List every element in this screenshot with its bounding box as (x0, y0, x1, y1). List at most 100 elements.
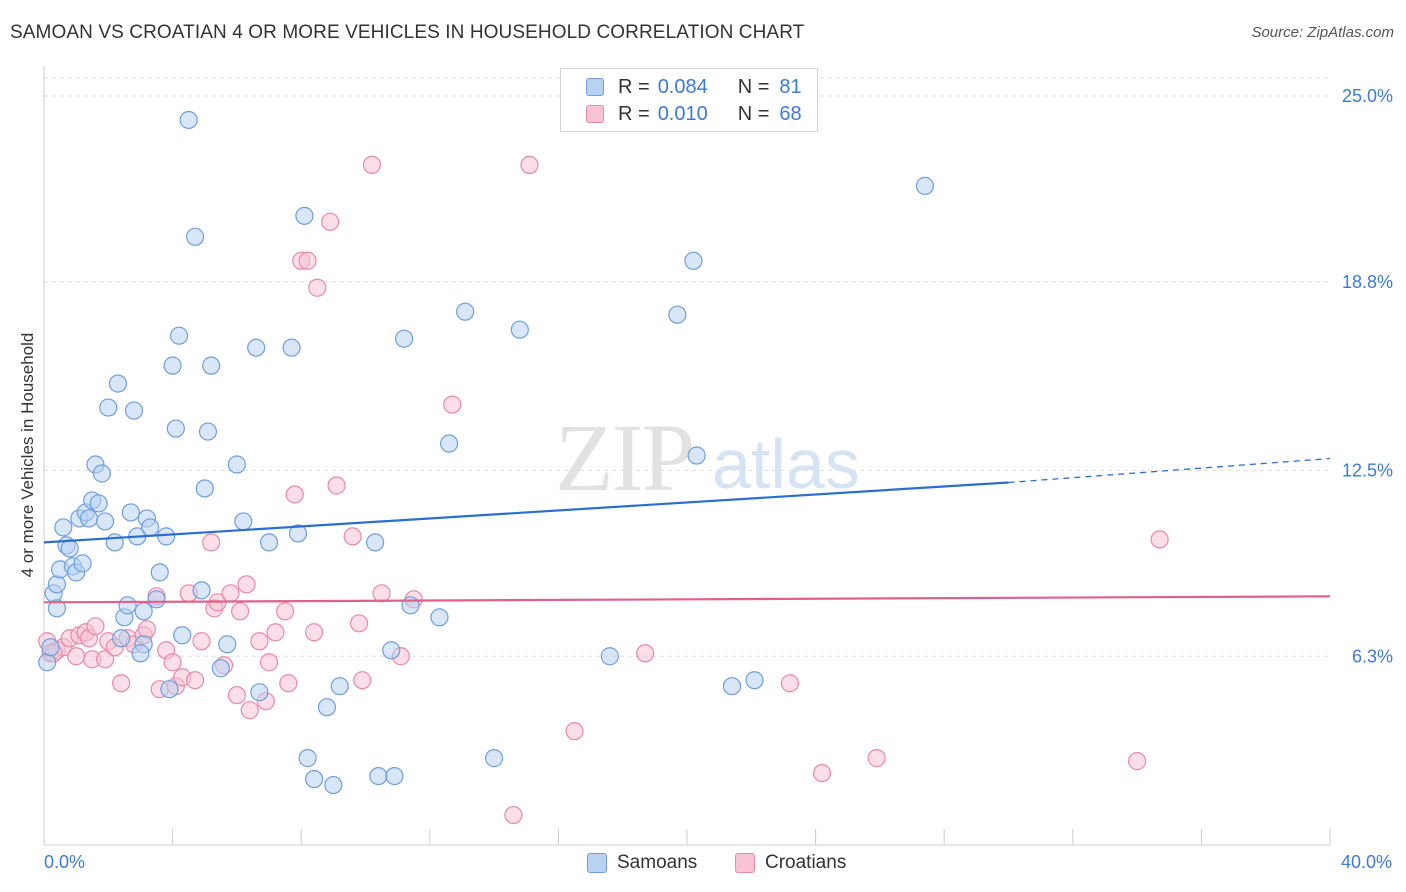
croatian-point (565, 722, 584, 741)
samoan-point (485, 749, 504, 768)
legend-item-samoans[interactable]: Samoans (587, 852, 697, 874)
legend-r-label: R = (618, 102, 650, 125)
samoan-point (330, 677, 349, 696)
croatian-point (279, 674, 298, 693)
croatian-points (38, 155, 1169, 825)
source-label: Source: ZipAtlas.com (1251, 24, 1394, 41)
croatian-point (227, 686, 246, 705)
samoan-point (124, 401, 144, 420)
croatian-point (304, 623, 324, 642)
samoan-point (369, 766, 388, 786)
samoan-point (385, 766, 404, 786)
legend-row-samoans: R = 0.084 N = 81 (561, 74, 802, 100)
croatian-point (285, 485, 304, 504)
samoan-point (745, 671, 764, 690)
samoan-point (394, 329, 414, 348)
samoan-point (54, 518, 73, 537)
croatian-point (250, 632, 269, 651)
samoan-point (192, 581, 211, 600)
chart-title: SAMOAN VS CROATIAN 4 OR MORE VEHICLES IN… (10, 22, 805, 43)
samoan-point (722, 677, 742, 696)
y-tick-label: 6.3% (1352, 646, 1393, 666)
samoan-point (247, 338, 266, 357)
samoan-trend-line (43, 481, 1009, 544)
legend-label-croatians: Croatians (765, 852, 847, 873)
samoan-point (112, 629, 131, 648)
samoan-point (202, 356, 221, 375)
croatian-point (237, 575, 256, 594)
samoan-point (92, 464, 111, 483)
samoan-point (366, 533, 385, 552)
samoan-point (401, 596, 420, 615)
croatian-point (349, 614, 369, 633)
samoan-point (134, 602, 153, 621)
samoan-point (105, 533, 124, 552)
samoan-point (47, 575, 66, 594)
samoan-point (121, 503, 140, 522)
samoan-point (157, 527, 176, 546)
samoan-point (73, 554, 92, 573)
croatian-point (137, 620, 156, 639)
samoan-point (79, 509, 99, 528)
legend-r-value: 0.084 (657, 75, 708, 98)
croatian-point (95, 650, 115, 669)
samoan-point (510, 320, 529, 339)
legend-n-label: N = (737, 102, 770, 125)
croatian-point (520, 155, 539, 175)
samoan-point (295, 206, 314, 225)
samoan-point (47, 599, 66, 618)
croatian-point (1150, 530, 1169, 549)
croatian-point (298, 251, 317, 270)
samoan-point (140, 518, 160, 537)
croatian-point (321, 212, 340, 231)
samoan-point (131, 644, 150, 663)
samoan-point (95, 512, 115, 531)
samoan-point (173, 626, 192, 645)
samoan-point (288, 524, 308, 543)
legend-r-value: 0.010 (657, 102, 708, 125)
samoan-point (38, 653, 57, 672)
croatian-point (67, 647, 86, 666)
croatian-point (192, 632, 211, 651)
samoan-point (169, 326, 189, 345)
croatian-point (163, 653, 182, 672)
samoan-point (684, 251, 703, 270)
samoan-point (600, 647, 619, 666)
watermark-zip: ZIP (555, 404, 693, 511)
croatian-point (636, 644, 655, 663)
samoan-point (227, 455, 246, 474)
samoan-point (234, 512, 253, 531)
croatian-point (112, 674, 131, 693)
croatian-point (186, 671, 205, 690)
croatian-point (266, 623, 285, 642)
watermark: ZIP atlas (555, 404, 860, 511)
samoan-point (118, 596, 137, 615)
samoan-point (195, 479, 214, 498)
samoan-point (456, 302, 475, 321)
y-tick-labels: 6.3% 12.5% 18.8% 25.0% (1342, 86, 1393, 666)
legend-r-label: R = (618, 75, 650, 98)
correlation-legend: R = 0.084 N = 81 R = 0.010 N = 68 (560, 68, 818, 132)
samoan-point (317, 698, 337, 717)
samoan-point (250, 683, 269, 702)
y-tick-label: 25.0% (1342, 86, 1393, 106)
samoan-point (147, 590, 166, 609)
samoan-point (160, 680, 179, 699)
legend-swatch-samoans (586, 78, 604, 96)
samoan-point (166, 419, 185, 438)
legend-swatch-croatians (586, 105, 604, 123)
x-tick-label-max: 40.0% (1340, 852, 1392, 872)
croatian-point (443, 395, 462, 414)
series-legend: Samoans Croatians (0, 852, 1406, 878)
croatian-point (812, 763, 832, 783)
samoan-point (668, 305, 687, 324)
croatian-point (372, 584, 391, 603)
samoan-point (282, 338, 301, 357)
samoan-point (382, 641, 401, 660)
croatian-point (231, 602, 250, 621)
croatian-point (308, 278, 327, 297)
croatian-point (86, 617, 105, 636)
legend-item-croatians[interactable]: Croatians (735, 852, 846, 874)
samoan-point (108, 374, 128, 393)
grid-layer (44, 77, 1330, 657)
